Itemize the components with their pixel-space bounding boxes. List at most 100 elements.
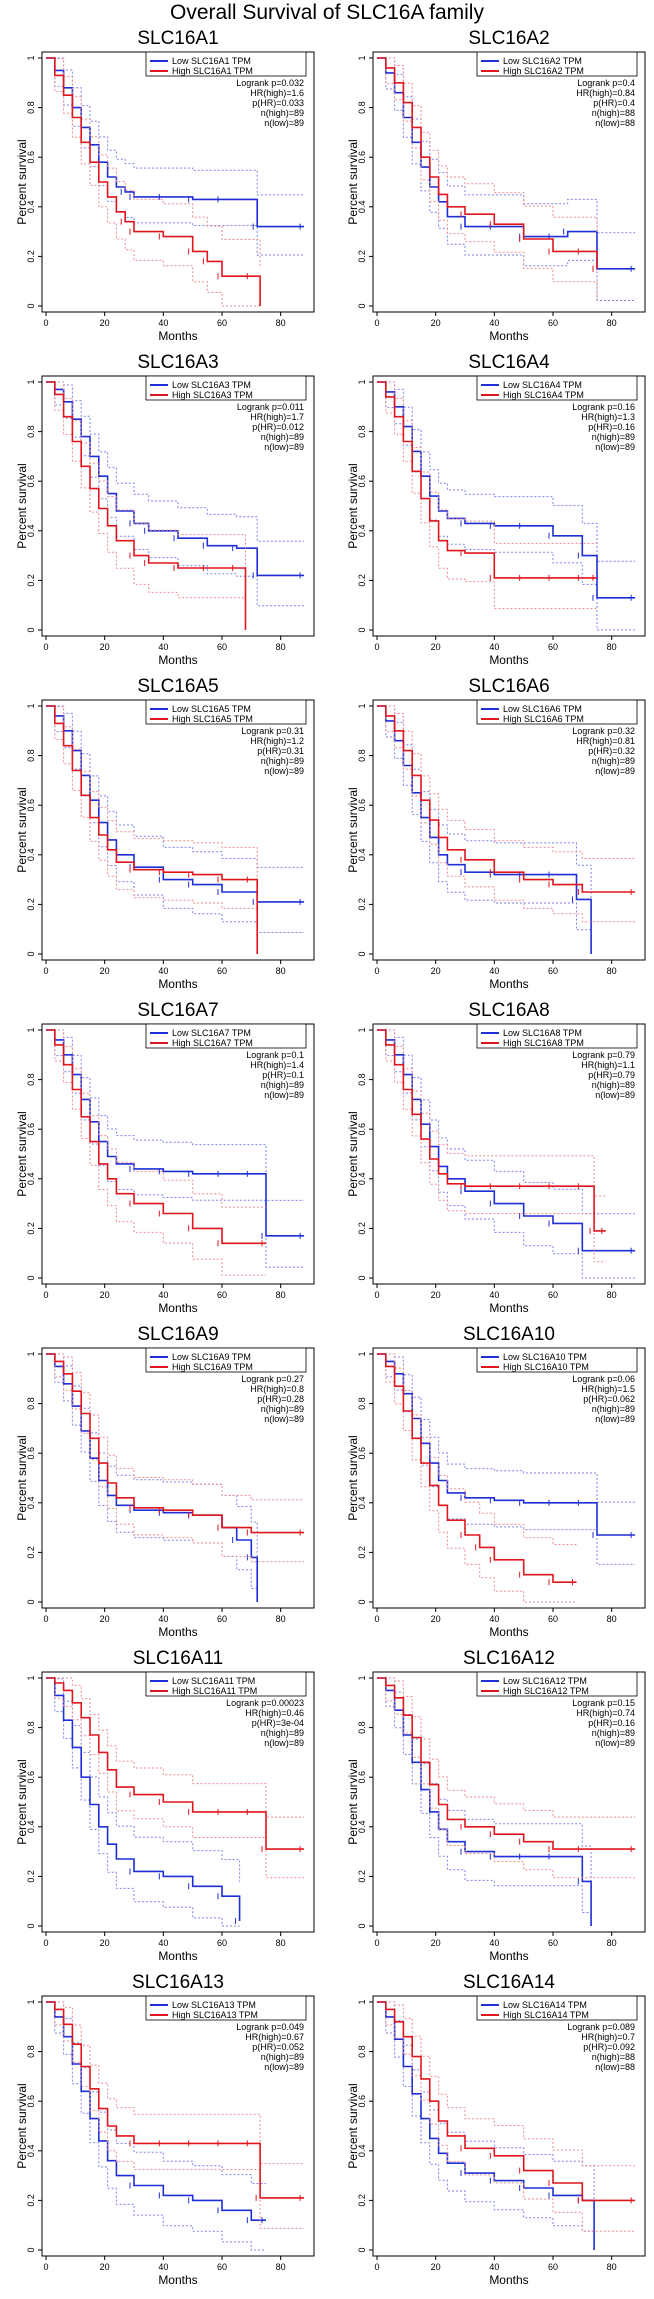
x-tick-label: 60 <box>217 318 227 328</box>
stat-line: Logrank p=0.4 <box>577 78 635 88</box>
x-tick-label: 20 <box>100 1938 110 1948</box>
y-tick-label: 0.2 <box>357 2194 367 2207</box>
stat-line: n(low)=89 <box>264 1090 304 1100</box>
y-tick-label: 0.2 <box>357 1546 367 1559</box>
high-tpm-curve <box>377 705 636 893</box>
x-axis-label: Months <box>489 1949 528 1963</box>
low-ci-upper <box>377 2001 595 2211</box>
panel-title: SLC16A11 <box>133 1648 224 1669</box>
high-ci-upper <box>377 57 598 233</box>
x-tick-label: 60 <box>548 1290 558 1300</box>
stat-line: n(high)=89 <box>592 1404 635 1414</box>
y-tick-label: 0.6 <box>357 1123 367 1136</box>
low-tpm-curve <box>46 1677 241 1921</box>
stat-line: n(high)=89 <box>261 1728 304 1738</box>
y-tick-label: 0 <box>26 2247 36 2252</box>
km-plot: SLC16A2 0 0.2 0.4 0.6 0.8 1 0 20 40 60 80 Months Perc… <box>346 28 646 343</box>
x-tick-label: 0 <box>374 966 379 976</box>
panel-title: SLC16A14 <box>463 1972 555 1993</box>
x-tick-label: 20 <box>431 2262 441 2272</box>
legend-high-label: High SLC16A5 TPM <box>172 714 253 724</box>
x-tick-label: 40 <box>489 1290 499 1300</box>
stat-line: HR(high)=1.3 <box>581 412 635 422</box>
legend-high-label: High SLC16A13 TPM <box>172 2010 258 2020</box>
stat-line: HR(high)=0.8 <box>250 1384 304 1394</box>
stat-line: Logrank p=0.79 <box>572 1050 635 1060</box>
legend-high-label: High SLC16A3 TPM <box>172 390 253 400</box>
x-axis-label: Months <box>489 653 528 667</box>
x-tick-label: 20 <box>100 318 110 328</box>
survival-panel-slc16a12: SLC16A12 0 0.2 0.4 0.6 0.8 1 0 20 40 60 80 Months Per… <box>343 1642 646 1963</box>
high-ci-upper <box>46 57 261 267</box>
low-tpm-curve <box>46 705 305 903</box>
stat-line: Logrank p=0.16 <box>572 402 635 412</box>
legend-box <box>145 1995 307 2021</box>
x-axis-label: Months <box>489 977 528 991</box>
low-ci-upper <box>46 57 305 196</box>
stat-line: p(HR)=0.79 <box>588 1070 635 1080</box>
y-tick-label: 0.4 <box>26 849 36 862</box>
legend-box <box>476 699 638 725</box>
km-plot: SLC16A11 0 0.2 0.4 0.6 0.8 1 0 20 40 60 80 Months Per… <box>15 1648 315 1963</box>
y-tick-label: 1 <box>357 379 367 384</box>
stat-line: Logrank p=0.27 <box>241 1374 304 1384</box>
high-ci-upper <box>377 2001 636 2167</box>
legend-high-label: High SLC16A2 TPM <box>503 66 584 76</box>
legend-box <box>145 375 307 401</box>
high-tpm-curve <box>377 1029 606 1232</box>
legend-low-label: Low SLC16A5 TPM <box>172 704 251 714</box>
y-tick-label: 0.2 <box>26 2194 36 2207</box>
x-tick-label: 40 <box>158 2262 168 2272</box>
y-axis-label: Percent survival <box>15 2083 29 2168</box>
low-ci-lower <box>377 1677 592 1926</box>
stat-line: Logrank p=0.049 <box>236 2022 304 2032</box>
y-tick-label: 0.2 <box>357 250 367 263</box>
y-tick-label: 0 <box>357 1599 367 1604</box>
high-ci-upper <box>377 1353 577 1545</box>
x-tick-label: 0 <box>43 2262 48 2272</box>
panel-title: SLC16A7 <box>137 1000 218 1021</box>
y-tick-label: 1 <box>357 55 367 60</box>
x-axis-label: Months <box>158 653 197 667</box>
x-tick-label: 80 <box>607 1938 617 1948</box>
low-ci-upper <box>377 705 592 915</box>
stat-line: p(HR)=0.16 <box>588 422 635 432</box>
x-tick-label: 0 <box>374 1938 379 1948</box>
stat-line: p(HR)=0.092 <box>583 2042 635 2052</box>
y-tick-label: 1 <box>357 1999 367 2004</box>
low-ci-upper <box>46 705 305 868</box>
x-axis-label: Months <box>158 977 197 991</box>
x-axis-label: Months <box>158 1625 197 1639</box>
x-tick-label: 20 <box>100 2262 110 2272</box>
low-tpm-curve <box>377 381 636 599</box>
y-tick-label: 0 <box>357 1275 367 1280</box>
km-plot: SLC16A5 0 0.2 0.4 0.6 0.8 1 0 20 40 60 80 Months Perc… <box>15 676 315 991</box>
km-plot: SLC16A3 0 0.2 0.4 0.6 0.8 1 0 20 40 60 80 Months Perc… <box>15 352 315 667</box>
stat-line: n(high)=89 <box>592 432 635 442</box>
figure-title: Overall Survival of SLC16A family <box>170 1 484 24</box>
stat-line: n(low)=88 <box>595 2062 635 2072</box>
high-ci-lower <box>46 381 246 630</box>
stat-line: HR(high)=1.4 <box>250 1060 304 1070</box>
x-axis-label: Months <box>489 329 528 343</box>
high-ci-lower <box>46 57 261 307</box>
y-tick-label: 0.2 <box>26 1870 36 1883</box>
high-ci-upper <box>46 1029 266 1208</box>
stat-line: n(low)=88 <box>595 118 635 128</box>
high-ci-lower <box>46 1677 305 1879</box>
y-tick-label: 1 <box>357 703 367 708</box>
km-plot: SLC16A9 0 0.2 0.4 0.6 0.8 1 0 20 40 60 80 Months Perc… <box>15 1324 315 1639</box>
stat-line: Logrank p=0.32 <box>572 726 635 736</box>
x-tick-label: 80 <box>276 1290 286 1300</box>
y-tick-label: 0 <box>26 303 36 308</box>
stat-line: n(high)=89 <box>261 2052 304 2062</box>
y-axis-label: Percent survival <box>346 2083 360 2168</box>
stat-line: Logrank p=0.00023 <box>226 1698 304 1708</box>
high-ci-lower <box>46 1029 266 1276</box>
legend-high-label: High SLC16A6 TPM <box>503 714 584 724</box>
y-tick-label: 0.6 <box>26 1447 36 1460</box>
stat-line: n(high)=89 <box>592 1080 635 1090</box>
high-ci-upper <box>46 705 258 915</box>
stat-line: HR(high)=1.2 <box>250 736 304 746</box>
stat-line: Logrank p=0.1 <box>246 1050 304 1060</box>
